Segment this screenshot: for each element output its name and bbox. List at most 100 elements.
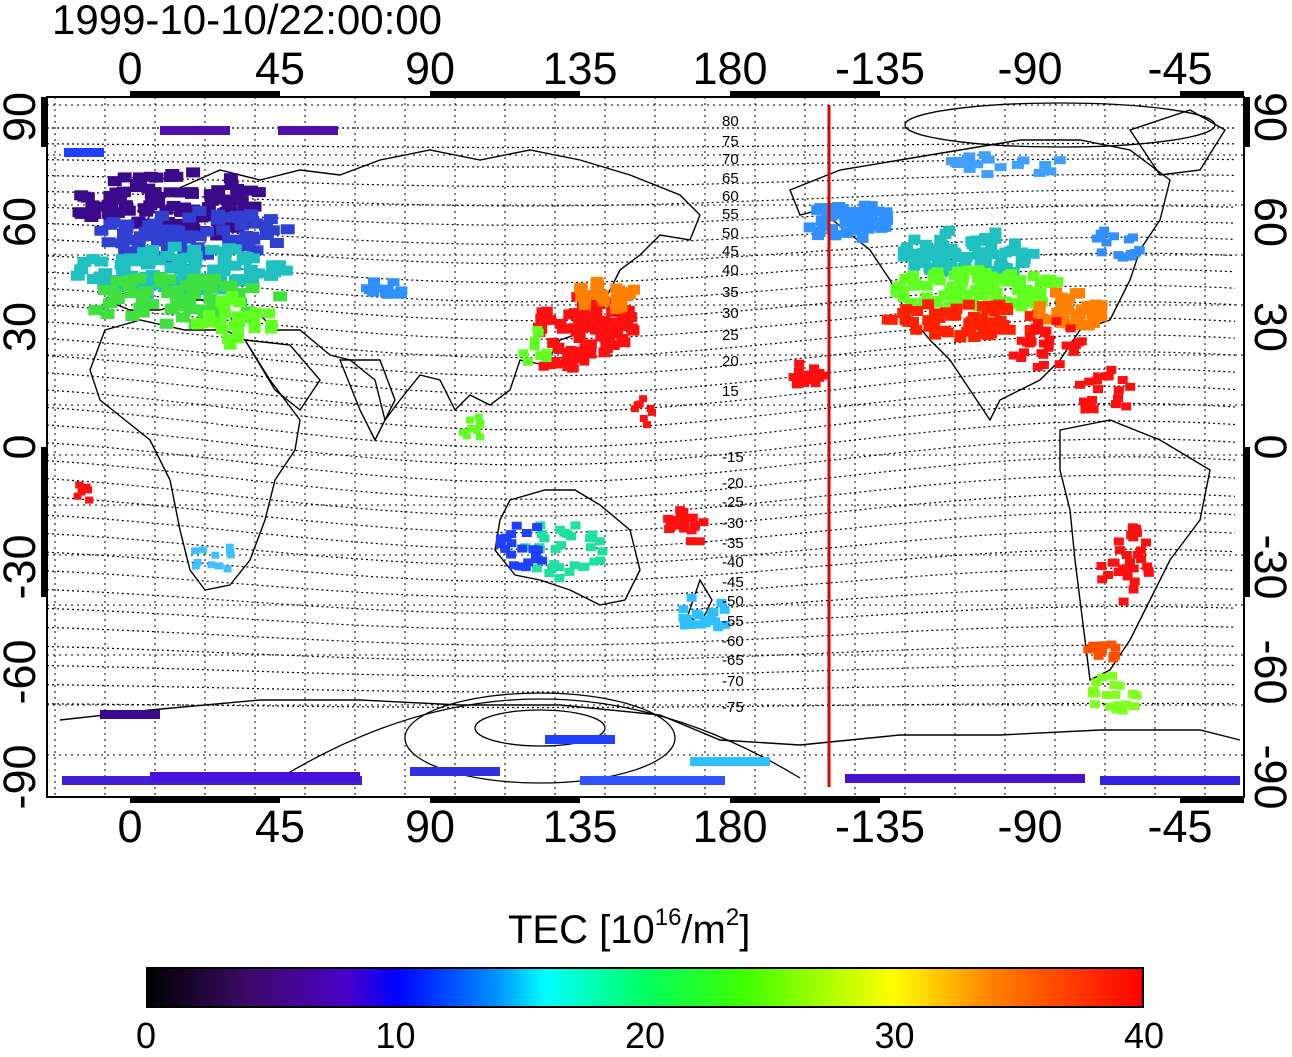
tec-point bbox=[222, 334, 235, 345]
tec-point bbox=[990, 287, 1003, 298]
tec-point bbox=[521, 529, 532, 537]
tec-point bbox=[244, 185, 258, 196]
tec-point bbox=[147, 225, 162, 236]
tec-point bbox=[1040, 329, 1050, 338]
tec-point bbox=[174, 264, 189, 275]
tec-point bbox=[541, 354, 552, 362]
lat-label-right: 90 bbox=[1245, 91, 1292, 143]
tec-point bbox=[233, 297, 245, 308]
tec-point bbox=[708, 607, 719, 616]
tec-point bbox=[241, 310, 254, 321]
lon-label-bottom: 135 bbox=[542, 801, 618, 852]
tec-point bbox=[1103, 571, 1114, 579]
tec-point bbox=[891, 284, 904, 295]
tec-point bbox=[686, 593, 697, 602]
tec-point bbox=[165, 169, 180, 179]
tec-point bbox=[639, 415, 648, 422]
tec-point bbox=[1039, 160, 1052, 169]
tec-point bbox=[1095, 311, 1108, 322]
tec-point bbox=[575, 321, 588, 332]
tec-point bbox=[964, 325, 977, 336]
tec-point bbox=[1045, 278, 1058, 289]
contour-label: -70 bbox=[722, 673, 744, 690]
tec-point bbox=[813, 226, 826, 237]
tec-point bbox=[225, 543, 234, 551]
tec-point bbox=[182, 304, 197, 315]
tec-point bbox=[517, 544, 528, 553]
tec-point bbox=[937, 241, 950, 252]
tec-point bbox=[793, 367, 804, 376]
tec-point bbox=[961, 289, 974, 300]
tec-point bbox=[992, 324, 1005, 335]
magnetic-contour bbox=[46, 625, 1236, 646]
tec-point bbox=[131, 240, 146, 251]
tec-point bbox=[999, 296, 1012, 307]
coastline-australia bbox=[494, 489, 641, 606]
tec-point bbox=[184, 187, 199, 198]
tec-point bbox=[1143, 567, 1154, 576]
tec-point bbox=[803, 370, 814, 379]
tec-point bbox=[474, 413, 483, 421]
tec-point bbox=[897, 251, 910, 262]
tec-point bbox=[959, 257, 972, 268]
tec-point bbox=[902, 316, 914, 327]
tec-point bbox=[1033, 168, 1046, 177]
tec-point bbox=[710, 617, 720, 626]
tec-point bbox=[544, 361, 555, 370]
tec-point bbox=[803, 222, 816, 233]
tec-point bbox=[166, 262, 181, 273]
tec-point bbox=[155, 210, 169, 221]
tec-point bbox=[495, 540, 506, 549]
tec-point bbox=[1068, 347, 1079, 356]
south-contour-ring-inner bbox=[474, 709, 606, 747]
contour-label: -60 bbox=[722, 633, 744, 650]
lat-label-left: 60 bbox=[0, 196, 45, 248]
tec-point bbox=[145, 277, 160, 288]
tec-point bbox=[1038, 350, 1049, 359]
tec-point bbox=[1095, 300, 1108, 311]
tec-point bbox=[1121, 402, 1132, 411]
tec-point bbox=[979, 233, 991, 243]
tec-point bbox=[395, 286, 408, 295]
tec-point bbox=[587, 530, 598, 539]
tec-point bbox=[75, 481, 84, 489]
tec-point bbox=[1070, 288, 1083, 299]
tec-point bbox=[954, 330, 967, 341]
tec-point bbox=[1132, 550, 1143, 559]
frame-tick-top bbox=[430, 91, 580, 98]
tec-point bbox=[946, 157, 958, 166]
tec-point bbox=[209, 305, 224, 316]
tec-point bbox=[1075, 304, 1088, 315]
tec-point bbox=[862, 223, 875, 234]
lon-label-top: 0 bbox=[117, 43, 143, 94]
tec-point bbox=[675, 513, 686, 522]
tec-point bbox=[94, 225, 109, 236]
tec-point bbox=[912, 255, 925, 266]
colorbar-tick-label: 0 bbox=[135, 1015, 157, 1056]
tec-point bbox=[946, 281, 959, 292]
tec-point bbox=[1110, 400, 1121, 409]
magnetic-contour bbox=[46, 702, 1236, 709]
tec-point bbox=[899, 273, 912, 284]
tec-point bbox=[977, 274, 990, 285]
tec-point bbox=[151, 232, 166, 243]
tec-point bbox=[223, 173, 238, 184]
tec-point bbox=[1055, 292, 1068, 303]
contour-label: -40 bbox=[722, 554, 744, 571]
tec-point bbox=[905, 297, 917, 308]
tec-point bbox=[74, 190, 89, 201]
tec-point bbox=[1109, 232, 1119, 241]
contour-label: -25 bbox=[722, 494, 744, 511]
tec-point bbox=[1141, 538, 1151, 547]
tec-point bbox=[115, 254, 130, 265]
tec-point bbox=[506, 539, 517, 548]
tec-point bbox=[1125, 558, 1135, 567]
tec-point bbox=[1033, 307, 1046, 318]
tec-point bbox=[897, 308, 910, 318]
tec-point bbox=[191, 562, 200, 570]
tec-point bbox=[1125, 252, 1136, 261]
contour-label: 15 bbox=[722, 383, 739, 400]
tec-point bbox=[467, 424, 476, 432]
lat-label-left: 30 bbox=[0, 301, 45, 353]
tec-point bbox=[1083, 645, 1094, 654]
